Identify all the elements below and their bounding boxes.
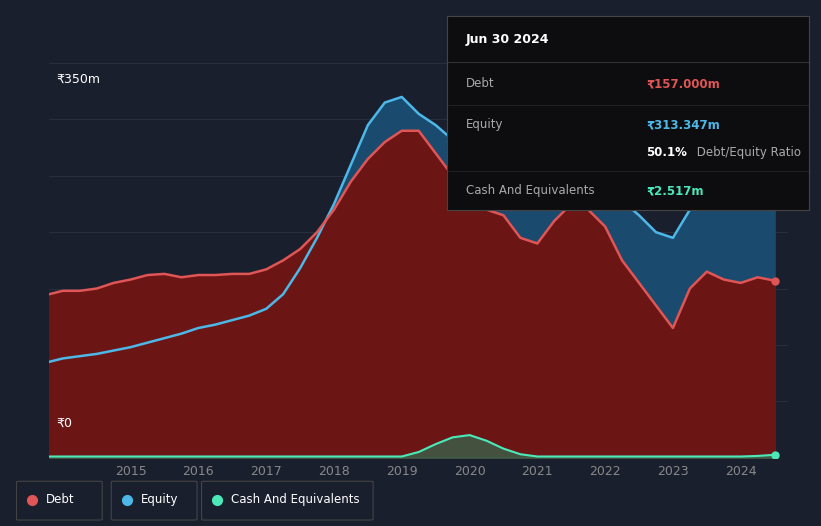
Text: Cash And Equivalents: Cash And Equivalents [231,493,360,506]
Text: ₹2.517m: ₹2.517m [646,185,704,197]
Text: Cash And Equivalents: Cash And Equivalents [466,185,594,197]
Text: Debt: Debt [466,77,494,90]
Text: ₹313.347m: ₹313.347m [646,118,720,132]
Text: ₹157.000m: ₹157.000m [646,77,720,90]
Text: Debt/Equity Ratio: Debt/Equity Ratio [693,146,801,158]
Text: Equity: Equity [140,493,178,506]
Text: Equity: Equity [466,118,503,132]
Text: Debt: Debt [46,493,75,506]
Text: Jun 30 2024: Jun 30 2024 [466,33,549,46]
Text: ₹0: ₹0 [57,417,72,430]
Text: 50.1%: 50.1% [646,146,687,158]
Text: ₹350m: ₹350m [57,73,101,86]
